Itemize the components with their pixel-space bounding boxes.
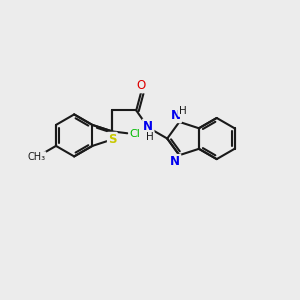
- Text: H: H: [179, 106, 187, 116]
- Text: N: N: [171, 109, 181, 122]
- Text: H: H: [146, 132, 153, 142]
- Text: N: N: [143, 120, 153, 133]
- Text: S: S: [108, 133, 117, 146]
- Text: Cl: Cl: [130, 129, 140, 139]
- Text: N: N: [170, 155, 180, 168]
- Text: CH₃: CH₃: [27, 152, 45, 162]
- Text: O: O: [136, 79, 146, 92]
